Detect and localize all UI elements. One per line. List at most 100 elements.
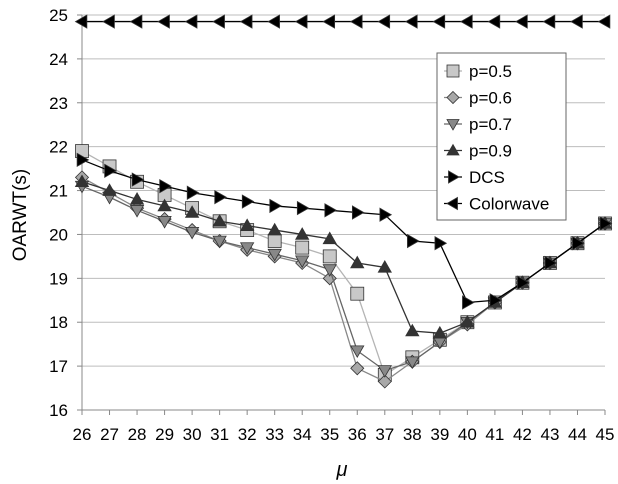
legend-marker — [448, 170, 460, 184]
data-point — [239, 242, 255, 255]
legend-item: p=0.7 — [444, 115, 512, 134]
legend-item: DCS — [444, 168, 505, 187]
data-point — [515, 14, 528, 29]
data-point — [295, 240, 310, 255]
data-point — [157, 216, 172, 229]
data-point — [157, 14, 170, 29]
data-point — [322, 231, 337, 245]
data-point — [597, 14, 611, 29]
data-point — [322, 264, 337, 277]
data-point — [159, 178, 172, 194]
data-point — [324, 203, 338, 218]
data-point — [460, 14, 473, 29]
data-point — [462, 295, 475, 310]
legend-item: p=0.9 — [444, 142, 512, 161]
legend-box — [436, 52, 567, 221]
x-axis-label: μ — [336, 459, 348, 481]
data-point — [295, 227, 310, 240]
data-point — [76, 152, 90, 168]
x-tick-label: 40 — [458, 425, 477, 444]
data-point — [102, 183, 117, 196]
data-point — [74, 174, 90, 188]
y-tick-label: 24 — [49, 50, 68, 69]
data-point — [544, 255, 558, 271]
x-tick-label: 34 — [293, 425, 312, 444]
data-point — [572, 236, 585, 251]
data-point — [487, 14, 501, 29]
legend-item: p=0.6 — [444, 89, 512, 108]
legend-marker — [446, 196, 458, 211]
data-point — [350, 345, 365, 359]
x-tick-label: 32 — [238, 425, 257, 444]
y-tick-label: 18 — [49, 313, 68, 332]
data-point — [267, 248, 282, 262]
data-point — [350, 286, 365, 301]
x-tick-label: 45 — [596, 425, 615, 444]
x-tick-label: 39 — [430, 425, 449, 444]
data-point — [349, 14, 363, 29]
data-point — [434, 236, 448, 251]
legend-marker — [446, 143, 460, 156]
legend-item: p=0.5 — [444, 62, 512, 81]
legend-label: p=0.7 — [469, 115, 512, 134]
data-point — [460, 314, 475, 328]
data-point — [599, 216, 613, 231]
legend-item: Colorwave — [444, 195, 549, 214]
data-point — [129, 205, 145, 218]
data-point — [542, 14, 556, 29]
x-tick-label: 33 — [265, 425, 284, 444]
data-point — [405, 14, 418, 29]
y-tick-label: 20 — [49, 225, 68, 244]
data-point — [377, 374, 392, 389]
x-tick-label: 38 — [403, 425, 422, 444]
y-tick-label: 25 — [49, 6, 68, 25]
data-point — [377, 365, 392, 378]
x-tick-label: 43 — [540, 425, 559, 444]
data-point — [351, 205, 365, 220]
series-colorwave — [74, 14, 611, 29]
legend-label: DCS — [469, 168, 505, 187]
data-point — [129, 192, 145, 205]
legend-marker — [446, 90, 460, 105]
data-point — [295, 255, 310, 269]
data-point — [184, 14, 198, 29]
x-tick-label: 26 — [73, 425, 92, 444]
data-point — [296, 200, 310, 216]
data-point — [432, 325, 448, 339]
data-point — [405, 356, 420, 370]
x-tick-label: 27 — [100, 425, 119, 444]
data-point — [239, 218, 255, 231]
data-point — [186, 185, 200, 200]
data-point — [74, 14, 88, 29]
data-point — [350, 361, 365, 376]
legend-label: p=0.5 — [469, 62, 512, 81]
data-point — [322, 14, 336, 29]
data-point — [212, 213, 227, 227]
data-point — [489, 293, 503, 308]
legend-label: Colorwave — [469, 195, 549, 214]
legend-label: p=0.9 — [469, 142, 512, 161]
data-point — [131, 172, 145, 187]
x-tick-label: 28 — [128, 425, 147, 444]
x-tick-label: 35 — [320, 425, 339, 444]
data-point — [294, 14, 308, 29]
x-tick-label: 44 — [568, 425, 587, 444]
y-tick-label: 21 — [49, 182, 68, 201]
data-point — [184, 226, 200, 240]
data-point — [379, 207, 393, 222]
data-point — [269, 198, 282, 214]
data-point — [432, 14, 446, 29]
data-point — [407, 233, 420, 249]
data-point — [322, 271, 337, 286]
y-tick-label: 23 — [49, 94, 68, 113]
data-point — [350, 255, 365, 269]
data-point — [184, 205, 200, 218]
data-point — [212, 14, 225, 29]
data-point — [517, 275, 530, 290]
data-point — [214, 189, 227, 205]
data-point — [267, 14, 280, 29]
data-point — [570, 14, 583, 29]
data-point — [377, 14, 391, 29]
data-point — [377, 260, 392, 273]
